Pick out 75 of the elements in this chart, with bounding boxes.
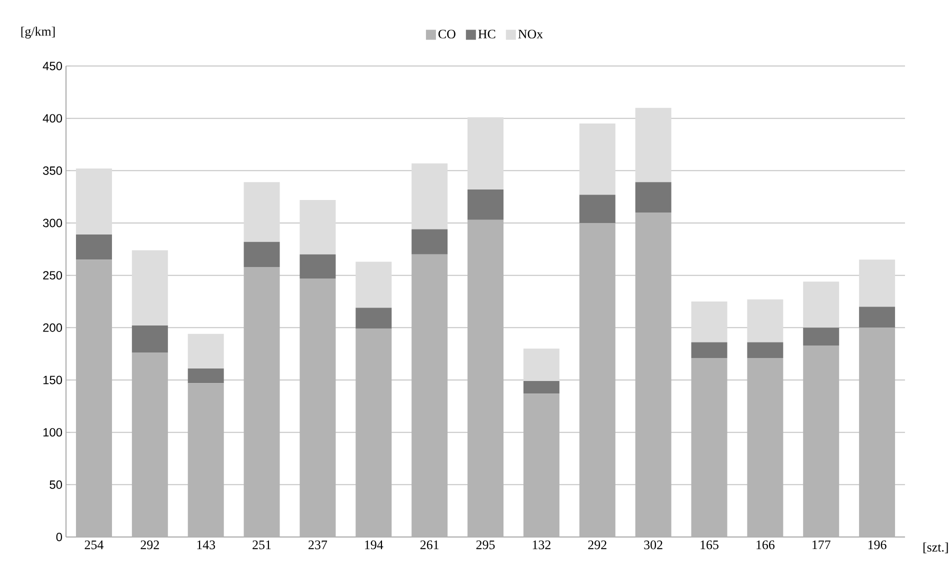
bar	[691, 301, 728, 342]
x-tick-label: 194	[365, 540, 384, 550]
bar	[412, 229, 448, 254]
x-tick-label: 261	[420, 540, 439, 550]
bar	[747, 358, 784, 537]
bar	[188, 334, 224, 368]
bar	[635, 212, 672, 537]
x-tick-label: 165	[700, 540, 718, 550]
bar	[859, 328, 896, 537]
bar	[579, 194, 616, 223]
x-tick-label: 302	[644, 540, 662, 550]
bar	[244, 266, 280, 537]
bar	[579, 222, 616, 537]
y-tick-label: 400	[42, 114, 62, 123]
bar	[244, 242, 280, 267]
y-tick-label: 300	[42, 218, 62, 228]
bar	[803, 345, 840, 537]
bar	[803, 282, 840, 328]
y-axis-title: [g/km]	[21, 26, 55, 38]
bar	[300, 278, 336, 537]
bar	[132, 326, 168, 353]
bar	[76, 168, 112, 234]
legend-label: HC	[478, 30, 496, 38]
x-tick-label: 292	[140, 540, 159, 550]
x-tick-label: 132	[532, 540, 550, 550]
x-tick-label: 292	[588, 540, 606, 550]
bar	[691, 342, 728, 358]
y-tick-label: 450	[42, 62, 62, 70]
y-tick-label: 0	[56, 532, 62, 542]
bar	[579, 124, 616, 195]
bar	[356, 262, 392, 308]
bar	[300, 200, 336, 254]
bar	[468, 117, 504, 190]
bar	[523, 394, 560, 537]
y-tick-label: 100	[43, 428, 62, 437]
y-tick-label: 200	[43, 323, 62, 332]
y-tick-label: 50	[50, 480, 62, 489]
bar	[859, 260, 896, 307]
y-tick-label: 250	[43, 271, 62, 280]
bar	[300, 254, 336, 278]
legend-label: CO	[438, 30, 456, 38]
bar	[412, 163, 448, 230]
bar	[523, 348, 560, 382]
x-tick-label: 166	[756, 540, 775, 550]
y-tick-label: 350	[42, 166, 62, 175]
bar	[132, 352, 168, 537]
bar	[635, 182, 672, 213]
bar	[635, 108, 672, 182]
x-tick-label: 295	[476, 540, 495, 550]
x-tick-label: 143	[197, 540, 216, 550]
bar	[76, 234, 112, 260]
bar	[523, 381, 560, 394]
bar	[244, 182, 280, 242]
bar	[356, 308, 392, 329]
x-axis-title: [szt.]	[924, 542, 948, 554]
x-tick-label: 177	[812, 540, 830, 550]
bar	[747, 342, 784, 358]
bar	[859, 306, 896, 328]
bar	[412, 254, 448, 537]
bar	[747, 299, 784, 342]
x-tick-label: 196	[868, 540, 886, 550]
bar	[468, 189, 504, 220]
bar	[803, 328, 840, 346]
bar	[132, 250, 168, 326]
bar	[691, 358, 728, 537]
bar	[356, 328, 392, 537]
x-tick-label: 251	[252, 540, 271, 550]
x-tick-label: 237	[308, 540, 328, 550]
bar	[76, 260, 112, 537]
y-tick-label: 150	[43, 376, 62, 384]
legend-label: NOx	[518, 30, 543, 38]
bar	[188, 383, 224, 537]
x-tick-label: 254	[84, 540, 104, 550]
bar	[468, 220, 504, 537]
bar	[188, 368, 224, 384]
